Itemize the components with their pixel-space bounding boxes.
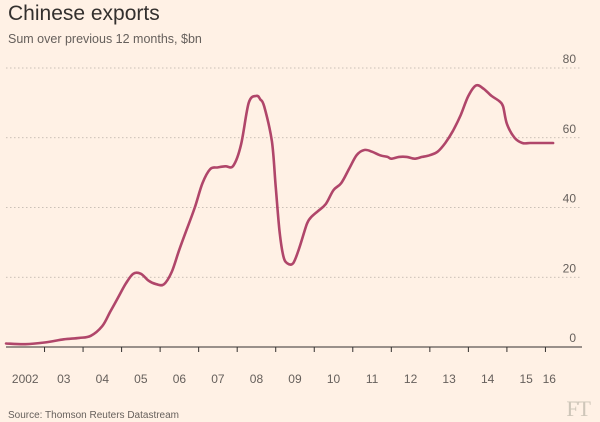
- y-tick-label: 20: [563, 261, 577, 275]
- x-tick-label: 04: [96, 372, 110, 386]
- x-tick-label: 05: [134, 372, 148, 386]
- x-tick-label: 08: [250, 372, 264, 386]
- y-tick-label: 40: [563, 192, 577, 206]
- x-tick-label: 13: [442, 372, 456, 386]
- x-tick-label: 14: [481, 372, 495, 386]
- gridlines: [6, 67, 582, 348]
- chart-title: Chinese exports: [8, 2, 160, 25]
- x-tick-label: 03: [57, 372, 71, 386]
- y-tick-label: 80: [563, 52, 577, 66]
- x-tick-label: 11: [366, 372, 379, 386]
- chart-subtitle: Sum over previous 12 months, $bn: [8, 32, 202, 46]
- y-tick-label: 0: [569, 331, 576, 345]
- x-tick-label: 06: [173, 372, 187, 386]
- x-tick-label: 16: [543, 372, 557, 386]
- exports-series-line: [4, 83, 555, 346]
- x-tick-label: 2002: [12, 372, 39, 386]
- x-axis-ticks: 2002 03 04 05 06 07 08 09 10 11 12 13 14 15 16: [12, 347, 556, 386]
- x-tick-label: 10: [327, 372, 341, 386]
- x-tick-label: 15: [519, 372, 533, 386]
- y-axis-ticks: 0 20 40 60 80: [563, 52, 577, 345]
- x-tick-label: 09: [288, 372, 302, 386]
- x-tick-label: 12: [404, 372, 418, 386]
- ft-logo: FT: [566, 396, 591, 421]
- source-note: Source: Thomson Reuters Datastream: [8, 410, 180, 421]
- y-tick-label: 60: [563, 122, 577, 136]
- x-tick-label: 07: [211, 372, 225, 386]
